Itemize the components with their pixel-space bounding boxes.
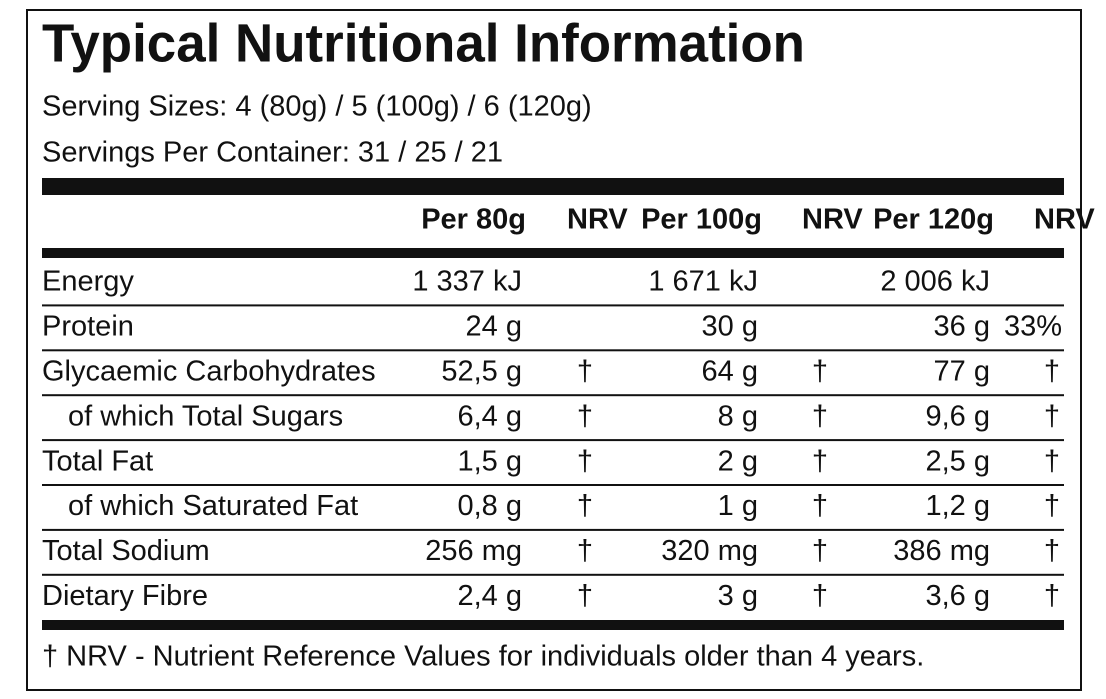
row-nrv: † (812, 535, 828, 567)
row-rule (42, 573, 1064, 576)
thick-rule (42, 178, 1064, 195)
row-value: 6,4 g (458, 400, 523, 432)
border (26, 9, 1082, 691)
row-value: 256 mg (425, 535, 522, 567)
row-value: 30 g (702, 311, 758, 343)
row-nrv: † (1044, 355, 1060, 387)
row-value: 2 006 kJ (880, 266, 990, 298)
serving-sizes: Serving Sizes: 4 (80g) / 5 (100g) / 6 (1… (42, 91, 592, 123)
row-nrv: † (577, 400, 593, 432)
thick-rule (42, 620, 1064, 630)
row-nrv: † (1044, 445, 1060, 477)
row-nrv: † (812, 490, 828, 522)
row-nrv: † (812, 355, 828, 387)
column-nrv: NRV (802, 204, 863, 236)
row-value: 320 mg (661, 535, 758, 567)
footnote: † NRV - Nutrient Reference Values for in… (42, 641, 924, 673)
row-value: 36 g (934, 311, 990, 343)
row-label: Total Fat (42, 445, 153, 477)
row-nrv: † (812, 445, 828, 477)
row-label: of which Saturated Fat (68, 490, 358, 522)
column-nrv: NRV (1034, 204, 1095, 236)
row-value: 2,4 g (458, 580, 523, 612)
row-nrv: † (812, 400, 828, 432)
row-label: Dietary Fibre (42, 580, 208, 612)
row-label: Total Sodium (42, 535, 210, 567)
row-value: 1,5 g (458, 445, 523, 477)
row-label: of which Total Sugars (68, 400, 343, 432)
row-rule (42, 394, 1064, 397)
row-value: 3 g (718, 580, 758, 612)
row-nrv: † (1044, 400, 1060, 432)
row-rule (42, 439, 1064, 442)
row-value: 9,6 g (926, 400, 991, 432)
row-rule (42, 304, 1064, 307)
column-amount: Per 80g (421, 204, 526, 236)
row-value: 1,2 g (926, 490, 991, 522)
row-label: Energy (42, 266, 134, 298)
row-value: 8 g (718, 400, 758, 432)
row-nrv: † (577, 445, 593, 477)
row-value: 24 g (466, 311, 522, 343)
row-label: Protein (42, 311, 134, 343)
servings-per-container: Servings Per Container: 31 / 25 / 21 (42, 137, 503, 169)
row-nrv: † (577, 355, 593, 387)
row-value: 77 g (934, 355, 990, 387)
row-nrv: † (577, 580, 593, 612)
row-label: Glycaemic Carbohydrates (42, 355, 376, 387)
row-value: 2 g (718, 445, 758, 477)
row-value: 1 g (718, 490, 758, 522)
row-value: 3,6 g (926, 580, 991, 612)
row-value: 64 g (702, 355, 758, 387)
row-nrv: † (577, 490, 593, 522)
column-amount: Per 100g (641, 204, 762, 236)
row-value: 2,5 g (926, 445, 991, 477)
column-amount: Per 120g (873, 204, 994, 236)
row-nrv: † (1044, 490, 1060, 522)
row-value: 1 671 kJ (648, 266, 758, 298)
row-nrv: † (1044, 535, 1060, 567)
row-value: 52,5 g (441, 355, 522, 387)
thick-rule (42, 248, 1064, 258)
row-rule (42, 528, 1064, 531)
row-nrv: † (1044, 580, 1060, 612)
row-nrv: † (577, 535, 593, 567)
row-value: 0,8 g (458, 490, 523, 522)
title: Typical Nutritional Information (42, 13, 805, 73)
column-nrv: NRV (567, 204, 628, 236)
row-value: 386 mg (893, 535, 990, 567)
row-nrv: 33% (1004, 311, 1062, 343)
row-rule (42, 349, 1064, 352)
row-rule (42, 484, 1064, 486)
row-nrv: † (812, 580, 828, 612)
row-value: 1 337 kJ (412, 266, 522, 298)
